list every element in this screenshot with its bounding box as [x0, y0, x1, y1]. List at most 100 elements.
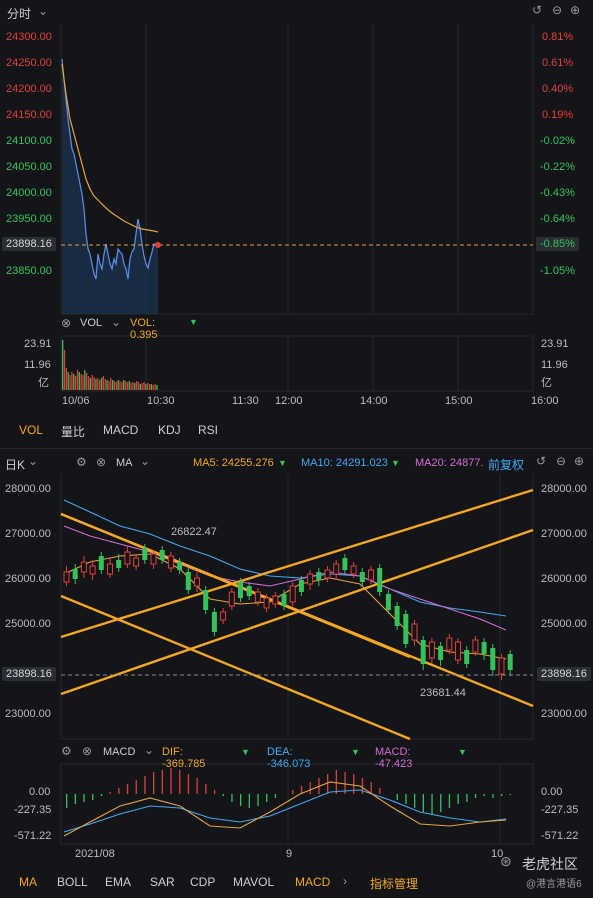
tab-sar[interactable]: SAR [150, 875, 175, 889]
ma5-value: MA5: 24255.276 [193, 457, 274, 469]
close-icon[interactable]: ⊗ [61, 316, 72, 330]
macd-bar [100, 794, 103, 796]
tab-cdp[interactable]: CDP [190, 875, 216, 889]
candle-body [133, 557, 140, 567]
volume-bars [62, 340, 158, 390]
volume-bar [80, 374, 82, 390]
indicator-manage-button[interactable]: 指标管理 [370, 877, 419, 891]
candle-body [167, 555, 174, 569]
candle-body [498, 657, 505, 675]
macd-bar [466, 794, 468, 802]
watermark-sub: @港言港语6 [526, 879, 582, 890]
current-price-badge: 23898.16 [2, 667, 56, 681]
gear-icon[interactable]: ⚙ [61, 744, 72, 758]
macd-bar [66, 794, 68, 808]
chevron-right-icon[interactable]: › [343, 874, 347, 888]
vol-indicator-label[interactable]: VOL [80, 317, 103, 329]
adjust-mode[interactable]: 前复权 [488, 458, 525, 472]
candle-body [185, 572, 191, 590]
volume-bar [104, 379, 106, 390]
tab-boll[interactable]: BOLL [57, 875, 88, 889]
tab-vol[interactable]: VOL [19, 423, 44, 437]
price-tick: 24300.00 [6, 31, 52, 43]
current-price-badge: 23898.16 [2, 237, 56, 251]
volume-bar [99, 380, 101, 390]
macd-bar [292, 790, 294, 794]
ma5-line [63, 553, 507, 660]
zoom-in-icon[interactable]: ⊕ [570, 3, 581, 17]
candle-body [298, 580, 304, 592]
zoom-in-icon[interactable]: ⊕ [574, 454, 585, 468]
volume-bar [67, 372, 69, 390]
volume-bar [152, 385, 154, 390]
macd-bar [126, 784, 129, 794]
gear-icon[interactable]: ⚙ [76, 455, 87, 469]
chevron-down-icon[interactable]: ⌄ [111, 315, 122, 329]
macd-bar [327, 774, 329, 794]
macd-bar [153, 772, 155, 794]
candle-body [281, 594, 287, 606]
volume-bar [73, 374, 75, 390]
volume-bar [87, 376, 90, 390]
time-label: 10:30 [147, 395, 175, 407]
tab-kdj[interactable]: KDJ [158, 423, 181, 437]
candle-body [116, 560, 122, 568]
undo-icon[interactable]: ↺ [532, 3, 543, 17]
chevron-down-icon[interactable]: ⌄ [38, 4, 49, 18]
volume-bar [141, 383, 143, 390]
volume-bar [93, 377, 95, 390]
close-icon[interactable]: ⊗ [96, 455, 107, 469]
intraday-price-axis: 24300.00 24250.00 24200.00 24150.00 2410… [0, 24, 60, 314]
candle-body [324, 569, 331, 579]
volume-bar [74, 376, 77, 390]
vol-unit: 亿 [38, 377, 49, 389]
candle-body [289, 585, 296, 603]
chevron-down-icon[interactable]: ⌄ [140, 454, 151, 468]
daily-title[interactable]: 日K [5, 458, 26, 472]
volume-bar [130, 383, 132, 390]
macd-bar [457, 794, 459, 804]
tiger-icon: ⊛ [500, 853, 512, 869]
candle-body [420, 640, 426, 664]
ma20-line [63, 525, 507, 631]
volume-bar [115, 382, 117, 390]
candle-body [124, 551, 131, 565]
macd-bar [414, 794, 416, 808]
tab-volume-ratio[interactable]: 量比 [61, 425, 86, 439]
volume-bar [119, 381, 121, 390]
time-label: 10/06 [62, 395, 90, 407]
chevron-down-icon[interactable]: ⌄ [144, 743, 155, 757]
volume-bar [71, 372, 73, 390]
zoom-out-icon[interactable]: ⊖ [552, 3, 563, 17]
ma-indicator-label[interactable]: MA [116, 457, 133, 469]
candle-body [428, 641, 435, 659]
volume-bar [123, 380, 125, 390]
daily-header: 日K ⌄ ⚙ ⊗ MA ⌄ MA5: 24255.276 ▼ MA10: 242… [0, 452, 593, 474]
tab-ema[interactable]: EMA [105, 875, 132, 889]
tab-macd[interactable]: MACD [295, 875, 331, 889]
macd-bar [474, 794, 477, 798]
close-icon[interactable]: ⊗ [82, 744, 93, 758]
macd-indicator-label[interactable]: MACD [103, 746, 136, 758]
candle-body [142, 548, 148, 560]
intraday-title[interactable]: 分时 [7, 7, 32, 21]
trend-lines [60, 488, 534, 741]
zoom-out-icon[interactable]: ⊖ [556, 454, 567, 468]
tab-macd[interactable]: MACD [103, 423, 139, 437]
candle-body [194, 577, 200, 587]
tab-rsi[interactable]: RSI [198, 423, 219, 437]
dif-line [63, 781, 507, 837]
current-price-dot [155, 242, 161, 248]
tab-mavol[interactable]: MAVOL [233, 875, 275, 889]
macd-tick: -571.22 [541, 830, 579, 842]
chevron-down-icon[interactable]: ⌄ [28, 454, 39, 468]
candle-body [98, 556, 104, 570]
ma10-value: MA10: 24291.023 [301, 457, 388, 469]
volume-bar [65, 368, 67, 390]
volume-bar [84, 370, 86, 390]
tab-ma[interactable]: MA [19, 875, 37, 889]
volume-bar [136, 381, 138, 390]
candle-body [254, 591, 261, 603]
undo-icon[interactable]: ↺ [536, 454, 547, 468]
volume-bar [82, 375, 84, 390]
